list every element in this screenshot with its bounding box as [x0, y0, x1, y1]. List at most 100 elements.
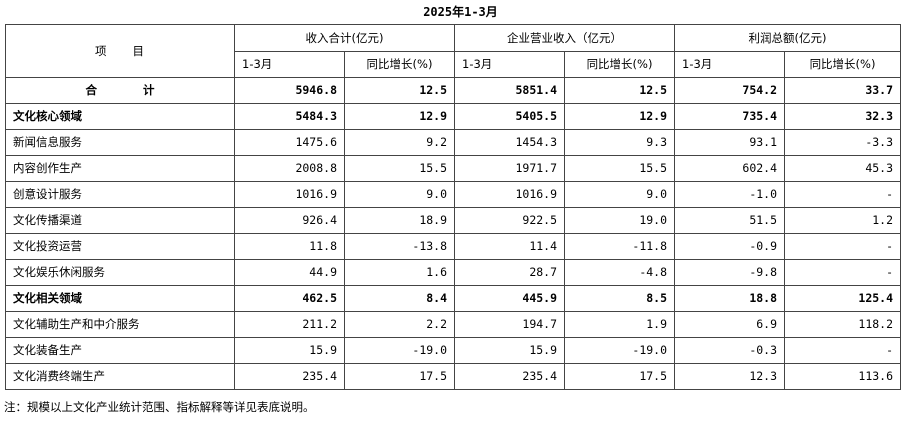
table-cell: 922.5: [454, 207, 566, 234]
row-label: 创意设计服务: [5, 181, 235, 208]
table-cell: 5405.5: [454, 103, 566, 130]
row-label: 文化相关领域: [5, 285, 235, 312]
table-cell: 194.7: [454, 311, 566, 338]
row-label: 文化核心领域: [5, 103, 235, 130]
table-cell: 235.4: [454, 363, 566, 390]
table-row: 文化投资运营 11.8 -13.8 11.4 -11.8 -0.9-: [5, 233, 902, 260]
table-cell: 11.4: [454, 233, 566, 260]
row-label: 文化娱乐休闲服务: [5, 259, 235, 286]
table-cell: 28.7: [454, 259, 566, 286]
table-cell: 1016.9: [234, 181, 345, 208]
table-cell: 12.5: [343, 77, 456, 104]
table-row: 内容创作生产 2008.8 15.5 1971.7 15.5 602.4 45.3: [5, 155, 902, 182]
table-cell: 1.6: [343, 259, 456, 286]
table-cell: 15.5: [343, 155, 456, 182]
row-label: 合 计: [5, 77, 235, 104]
row-label: 文化传播渠道: [5, 207, 235, 234]
table-cell: 2008.8: [234, 155, 345, 182]
row-label: 文化装备生产: [5, 337, 235, 364]
table-cell: 9.0: [564, 181, 676, 208]
table-row: 新闻信息服务 1475.6 9.2 1454.3 9.3 93.1 -3.3: [5, 129, 902, 156]
row-label: 文化辅助生产和中介服务: [5, 311, 235, 338]
table-cell: 9.0: [343, 181, 456, 208]
subheader-yoy: 同比增长(%): [343, 51, 456, 78]
table-cell: 602.4: [674, 155, 786, 182]
header-row-groups: 项 目 收入合计(亿元) 企业营业收入（亿元） 利润总额(亿元): [5, 24, 902, 78]
table-cell: 1454.3: [454, 129, 566, 156]
table-cell: 1475.6: [234, 129, 345, 156]
table-cell: 15.5: [564, 155, 676, 182]
table-cell: -: [784, 233, 902, 260]
table-cell: 113.6: [784, 363, 902, 390]
table-cell: -: [784, 337, 902, 364]
table-cell: -0.3: [674, 337, 786, 364]
table-cell: -9.8: [674, 259, 786, 286]
table-cell: 8.4: [343, 285, 456, 312]
subheader-yoy: 同比增长(%): [784, 51, 902, 78]
table-cell: -11.8: [564, 233, 676, 260]
culture-industry-table: 项 目 收入合计(亿元) 企业营业收入（亿元） 利润总额(亿元) 1-3月 同比…: [5, 24, 902, 390]
group-header-total-profit: 利润总额(亿元): [674, 24, 902, 52]
table-row: 文化辅助生产和中介服务 211.2 2.2 194.7 1.9 6.9 118.2: [5, 311, 902, 338]
table-cell: -: [784, 181, 902, 208]
table-cell: 12.9: [343, 103, 456, 130]
table-cell: -19.0: [343, 337, 456, 364]
table-cell: 9.3: [564, 129, 676, 156]
row-label: 文化消费终端生产: [5, 363, 235, 390]
table-cell: 5946.8: [234, 77, 345, 104]
table-cell: -19.0: [564, 337, 676, 364]
table-cell: 211.2: [234, 311, 345, 338]
table-cell: -0.9: [674, 233, 786, 260]
table-cell: -3.3: [784, 129, 902, 156]
table-row: 文化消费终端生产 235.4 17.5 235.4 17.5 12.3 113.6: [5, 363, 902, 390]
table-cell: 45.3: [784, 155, 902, 182]
table-cell: 12.5: [564, 77, 676, 104]
table-cell: 32.3: [784, 103, 902, 130]
table-period-title: 2025年1-3月: [423, 5, 498, 19]
table-cell: -4.8: [564, 259, 676, 286]
subheader-period: 1-3月: [234, 51, 345, 78]
table-cell: 926.4: [234, 207, 345, 234]
table-cell: 93.1: [674, 129, 786, 156]
item-column-header: 项 目: [5, 24, 235, 78]
table-cell: 754.2: [674, 77, 786, 104]
table-cell: 735.4: [674, 103, 786, 130]
header-row-subcolumns: 1-3月 同比增长(%) 1-3月 同比增长(%) 1-3月 同比增长(%): [6, 51, 902, 78]
table-row: 文化装备生产 15.9 -19.0 15.9 -19.0 -0.3-: [5, 337, 902, 364]
table-cell: 125.4: [784, 285, 902, 312]
table-row: 文化娱乐休闲服务 44.9 1.6 28.7 -4.8 -9.8-: [5, 259, 902, 286]
table-cell: 9.2: [343, 129, 456, 156]
table-cell: 2.2: [343, 311, 456, 338]
table-cell: 235.4: [234, 363, 345, 390]
table-cell: -: [784, 259, 902, 286]
table-cell: 11.8: [234, 233, 345, 260]
table-row: 文化传播渠道 926.4 18.9 922.5 19.0 51.5 1.2: [5, 207, 902, 234]
group-header-total-revenue: 收入合计(亿元): [233, 24, 456, 52]
table-cell: 5484.3: [234, 103, 345, 130]
table-cell: 6.9: [674, 311, 786, 338]
table-cell: 1.2: [784, 207, 902, 234]
table-cell: 445.9: [454, 285, 566, 312]
row-label: 新闻信息服务: [5, 129, 235, 156]
table-cell: 1016.9: [454, 181, 566, 208]
table-cell: 5851.4: [454, 77, 566, 104]
table-cell: -13.8: [343, 233, 456, 260]
table-cell: 51.5: [674, 207, 786, 234]
table-cell: 19.0: [564, 207, 676, 234]
table-cell: 44.9: [234, 259, 345, 286]
table-row: 文化相关领域 462.5 8.4 445.9 8.5 18.8 125.4: [5, 285, 902, 312]
row-label: 内容创作生产: [5, 155, 235, 182]
subheader-period: 1-3月: [674, 51, 786, 78]
table-cell: -1.0: [674, 181, 786, 208]
table-cell: 12.3: [674, 363, 786, 390]
group-header-business-revenue: 企业营业收入（亿元）: [454, 24, 676, 52]
table-cell: 17.5: [343, 363, 456, 390]
table-row: 创意设计服务 1016.9 9.0 1016.9 9.0 -1.0-: [5, 181, 902, 208]
footnote: 注：规模以上文化产业统计范围、指标解释等详见表底说明。: [4, 400, 315, 414]
table-cell: 15.9: [234, 337, 345, 364]
subheader-period: 1-3月: [454, 51, 566, 78]
table-cell: 8.5: [564, 285, 676, 312]
table-cell: 33.7: [784, 77, 902, 104]
table-cell: 18.9: [343, 207, 456, 234]
subheader-yoy: 同比增长(%): [564, 51, 676, 78]
